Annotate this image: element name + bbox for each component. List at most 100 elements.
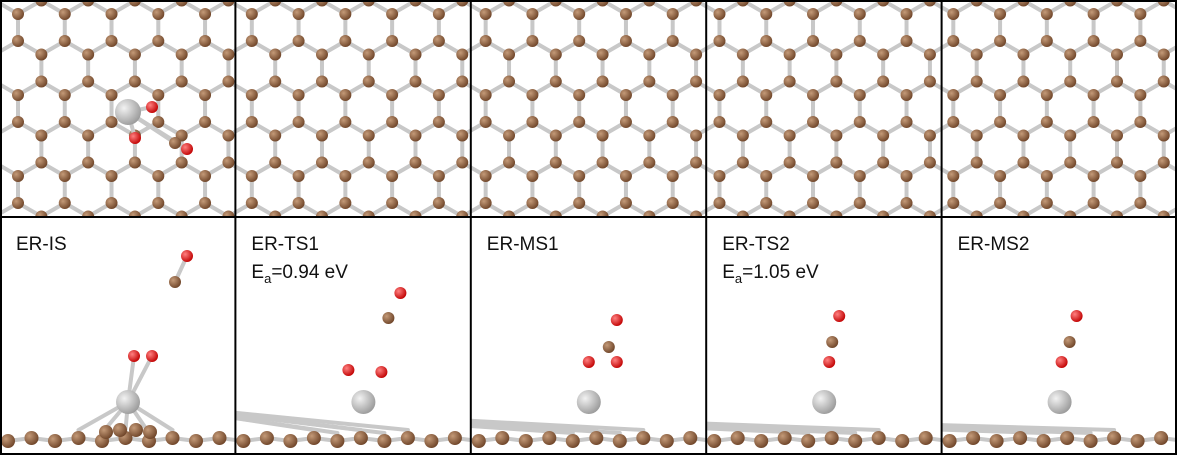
- C-atom: [424, 434, 438, 448]
- C-atom: [12, 359, 24, 371]
- C-atom: [971, 400, 983, 412]
- bond: [556, 365, 579, 379]
- bond: [1047, 284, 1070, 298]
- panel-label: ER-TS1: [251, 234, 319, 255]
- C-atom: [1154, 431, 1168, 445]
- C-atom: [480, 332, 492, 344]
- bond: [790, 284, 813, 298]
- C-atom: [1158, 49, 1170, 61]
- bond: [439, 325, 462, 339]
- C-atom: [737, 157, 749, 169]
- C-atom: [1017, 373, 1029, 385]
- bond: [953, 325, 976, 339]
- C-atom: [643, 373, 655, 385]
- C-atom: [503, 373, 515, 385]
- bond: [135, 325, 158, 339]
- C-atom: [924, 400, 936, 412]
- C-atom: [222, 76, 234, 88]
- panel-label: ER-MS2: [958, 234, 1030, 255]
- bond: [182, 325, 205, 339]
- C-atom: [176, 373, 188, 385]
- bond: [392, 325, 415, 339]
- bond: [1047, 325, 1070, 339]
- C-atom: [994, 332, 1006, 344]
- bond: [0, 365, 18, 379]
- bond: [416, 284, 439, 298]
- C-atom: [784, 292, 796, 304]
- C-atom: [919, 431, 933, 445]
- C-atom: [573, 278, 585, 290]
- C-atom: [106, 89, 118, 101]
- bond: [205, 325, 228, 339]
- bond: [883, 325, 906, 339]
- C-atom: [994, 278, 1006, 290]
- C-atom: [877, 373, 889, 385]
- C-atom: [316, 319, 328, 331]
- C-atom: [872, 431, 886, 445]
- C-atom: [410, 319, 422, 331]
- C-atom: [59, 89, 71, 101]
- C-atom: [690, 400, 702, 412]
- C-atom: [947, 359, 959, 371]
- C-atom: [152, 35, 164, 47]
- C-atom: [526, 197, 538, 209]
- bond: [392, 365, 415, 379]
- C-atom: [1060, 431, 1074, 445]
- C-atom: [966, 431, 980, 445]
- C-atom: [737, 292, 749, 304]
- O-atom: [823, 356, 835, 368]
- C-atom: [35, 157, 47, 169]
- bond: [18, 325, 41, 339]
- C-atom: [690, 238, 702, 250]
- C-atom: [760, 8, 772, 20]
- C-atom: [784, 130, 796, 142]
- C-atom: [480, 332, 492, 344]
- C-atom: [994, 8, 1006, 20]
- C-atom: [1111, 130, 1123, 142]
- bond: [696, 365, 719, 379]
- C-atom: [363, 49, 375, 61]
- bond: [556, 284, 579, 298]
- C-atom: [35, 400, 47, 412]
- C-atom: [784, 373, 796, 385]
- bond: [579, 244, 602, 258]
- C-atom: [877, 400, 889, 412]
- O-atom: [146, 350, 158, 362]
- C-atom: [82, 238, 94, 250]
- C-atom: [363, 292, 375, 304]
- C-atom: [1158, 238, 1170, 250]
- bond: [977, 365, 1000, 379]
- C-atom: [994, 359, 1006, 371]
- C-atom: [269, 76, 281, 88]
- C-atom: [854, 8, 866, 20]
- activation-energy: Ea=1.05 eV: [722, 262, 819, 286]
- C-atom: [877, 292, 889, 304]
- bond: [88, 284, 111, 298]
- C-atom: [901, 251, 913, 263]
- bond: [416, 365, 439, 379]
- C-atom: [106, 359, 118, 371]
- C-atom: [1111, 292, 1123, 304]
- C-atom: [526, 359, 538, 371]
- C-atom: [1017, 157, 1029, 169]
- C-atom: [713, 89, 725, 101]
- C-atom: [1064, 130, 1076, 142]
- C-atom: [12, 116, 24, 128]
- bond: [860, 244, 883, 258]
- C-atom: [807, 197, 819, 209]
- C-atom: [433, 116, 445, 128]
- C-atom: [199, 332, 211, 344]
- bond: [1094, 325, 1117, 339]
- bond: [439, 325, 462, 339]
- C-atom: [901, 359, 913, 371]
- C-atom: [877, 319, 889, 331]
- C-atom: [503, 373, 515, 385]
- C-atom: [152, 197, 164, 209]
- O-atom: [394, 287, 406, 299]
- C-atom: [784, 157, 796, 169]
- bond: [135, 244, 158, 258]
- C-atom: [643, 157, 655, 169]
- bond: [556, 284, 579, 298]
- C-atom: [269, 49, 281, 61]
- bond: [1023, 325, 1046, 339]
